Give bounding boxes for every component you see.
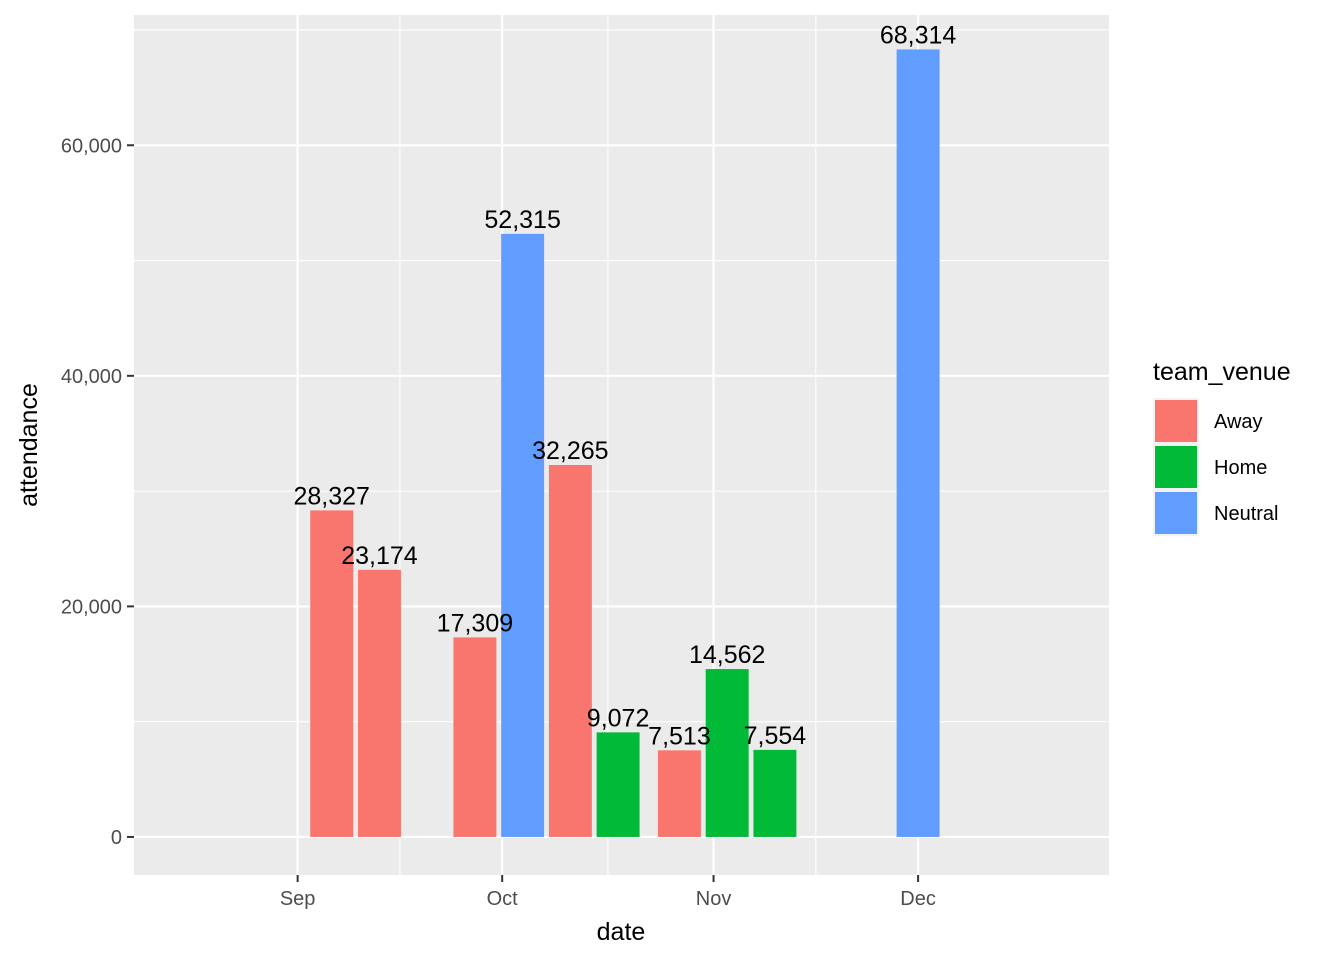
bar-home [705, 669, 749, 837]
y-tick-label: 0 [111, 827, 122, 849]
legend-label: Away [1214, 411, 1263, 433]
legend: team_venue Away Home Neutral [1153, 358, 1291, 536]
legend-swatch-neutral [1155, 492, 1197, 534]
legend-label: Home [1214, 457, 1267, 479]
bar-away [453, 637, 497, 837]
bar-value-label: 28,327 [293, 482, 369, 510]
x-axis: Sep Oct Nov Dec [280, 875, 936, 910]
bar-value-label: 7,554 [744, 722, 807, 750]
bar-away [548, 465, 592, 837]
x-tick-label: Oct [487, 888, 519, 910]
bar-value-label: 32,265 [532, 437, 608, 465]
y-tick-label: 60,000 [61, 135, 122, 157]
bar-labels: 28,327 23,174 17,309 52,315 32,265 9,0727,513… [293, 21, 956, 750]
y-tick-label: 20,000 [61, 596, 122, 618]
legend-swatch-home [1155, 446, 1197, 488]
y-axis-title: attendance [15, 383, 43, 507]
y-axis: 0 20,000 40,000 60,000 [61, 135, 134, 849]
bar-home [753, 749, 797, 837]
x-axis-title: date [597, 918, 646, 946]
bar-value-label: 9,072 [587, 704, 650, 732]
x-tick-label: Dec [900, 888, 936, 910]
bar-value-label: 14,562 [689, 641, 765, 669]
y-tick-label: 40,000 [61, 366, 122, 388]
bar-neutral [896, 49, 940, 837]
bar-value-label: 7,513 [648, 722, 711, 750]
bar-away [357, 569, 401, 837]
legend-keys: Away Home Neutral [1153, 398, 1278, 536]
bar-value-label: 68,314 [880, 21, 957, 49]
bar-away [657, 750, 701, 837]
bar-neutral [501, 233, 545, 837]
bar-value-label: 17,309 [437, 609, 513, 637]
legend-title: team_venue [1153, 358, 1291, 386]
bar-away [310, 510, 354, 837]
bar-value-label: 52,315 [484, 206, 560, 234]
bar-home [596, 732, 640, 837]
x-tick-label: Nov [696, 888, 732, 910]
bar-value-label: 23,174 [341, 542, 418, 570]
x-tick-label: Sep [280, 888, 316, 910]
panel-background [134, 15, 1109, 875]
legend-swatch-away [1155, 400, 1197, 442]
grid-minor [134, 15, 1109, 875]
legend-label: Neutral [1214, 503, 1278, 525]
bars [310, 49, 940, 837]
